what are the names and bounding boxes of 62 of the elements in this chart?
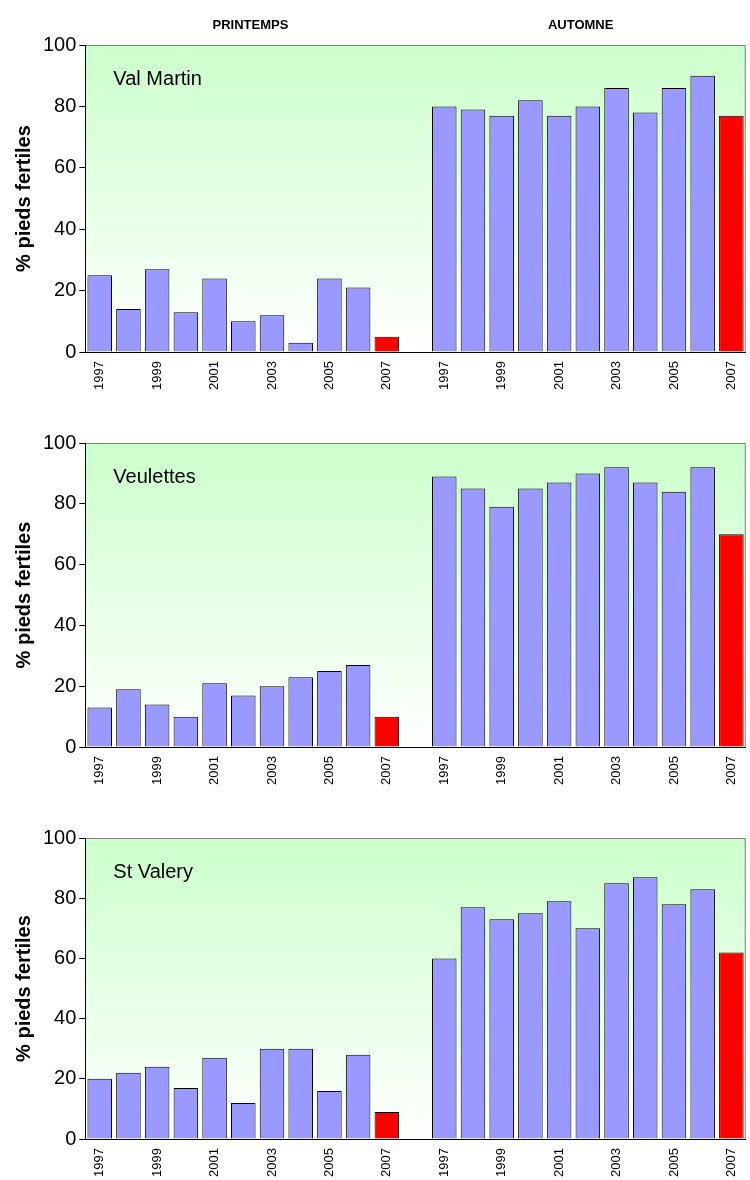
x-tick-label: 2003: [263, 756, 279, 785]
text: Val Martin: [113, 66, 202, 89]
x-tick-label: 1997: [435, 1148, 451, 1177]
x-tick-label: 1997: [435, 361, 451, 390]
x-tick-label: 2001: [550, 1148, 566, 1177]
x-tick-label: 2001: [550, 361, 566, 390]
y-tick-label: 100: [42, 32, 77, 55]
x-tick-label: 2007: [722, 756, 738, 785]
y-tick-label: 20: [54, 1066, 77, 1089]
x-tick-label: 2001: [206, 1148, 222, 1177]
x-tick-label: 2007: [378, 756, 394, 785]
x-tick-label: 2005: [665, 1148, 681, 1177]
x-tick-label: 2005: [665, 361, 681, 390]
y-tick-label: 0: [65, 339, 77, 362]
x-tick-label: 2007: [722, 1148, 738, 1177]
y-axis-title: % pieds fertiles: [11, 125, 34, 272]
x-tick-label: 1997: [435, 756, 451, 785]
y-tick-label: 40: [54, 612, 77, 635]
x-tick-label: 2005: [665, 756, 681, 785]
y-tick-label: 100: [42, 825, 77, 848]
x-tick-label: 2001: [550, 756, 566, 785]
y-axis-title: % pieds fertiles: [11, 521, 34, 669]
x-tick-label: 2007: [378, 1148, 394, 1177]
x-tick-label: 2005: [321, 361, 336, 390]
text: PRINTEMPS: [212, 16, 289, 32]
x-tick-label: 1999: [493, 361, 509, 390]
y-tick-label: 100: [42, 430, 77, 453]
x-tick-label: 2003: [608, 361, 624, 390]
y-tick-label: 20: [54, 278, 77, 301]
y-tick-label: 60: [54, 552, 77, 575]
y-tick-label: 40: [54, 216, 77, 239]
x-tick-label: 1999: [148, 1148, 164, 1177]
text: AUTOMNE: [547, 16, 614, 32]
y-tick-label: 60: [54, 155, 77, 178]
x-tick-label: 2001: [206, 756, 222, 785]
x-tick-label: 2005: [321, 756, 336, 785]
text: St Valery: [113, 859, 194, 882]
y-tick-label: 80: [54, 491, 77, 514]
y-tick-label: 60: [54, 945, 77, 968]
x-tick-label: 1999: [493, 756, 509, 785]
y-tick-label: 20: [54, 673, 77, 696]
x-tick-label: 1999: [148, 361, 164, 390]
x-tick-label: 2003: [608, 756, 624, 785]
x-tick-label: 1997: [91, 361, 107, 390]
y-tick-label: 40: [54, 1006, 77, 1029]
x-tick-label: 1999: [493, 1148, 509, 1177]
x-tick-label: 1999: [148, 756, 164, 785]
y-tick-label: 80: [54, 93, 77, 116]
x-tick-label: 2003: [263, 1148, 279, 1177]
x-tick-label: 2007: [378, 361, 394, 390]
x-tick-label: 2003: [608, 1148, 624, 1177]
y-tick-label: 0: [65, 1126, 77, 1149]
x-tick-label: 1997: [91, 756, 107, 785]
x-tick-label: 2003: [263, 361, 279, 390]
x-tick-label: 2005: [321, 1148, 336, 1177]
y-tick-label: 0: [65, 734, 77, 757]
y-axis-title: % pieds fertiles: [11, 915, 34, 1062]
x-tick-label: 2007: [722, 361, 738, 390]
x-tick-label: 1997: [91, 1148, 107, 1177]
y-tick-label: 80: [54, 885, 77, 908]
text: Veulettes: [113, 464, 196, 487]
x-tick-label: 2001: [206, 361, 222, 390]
